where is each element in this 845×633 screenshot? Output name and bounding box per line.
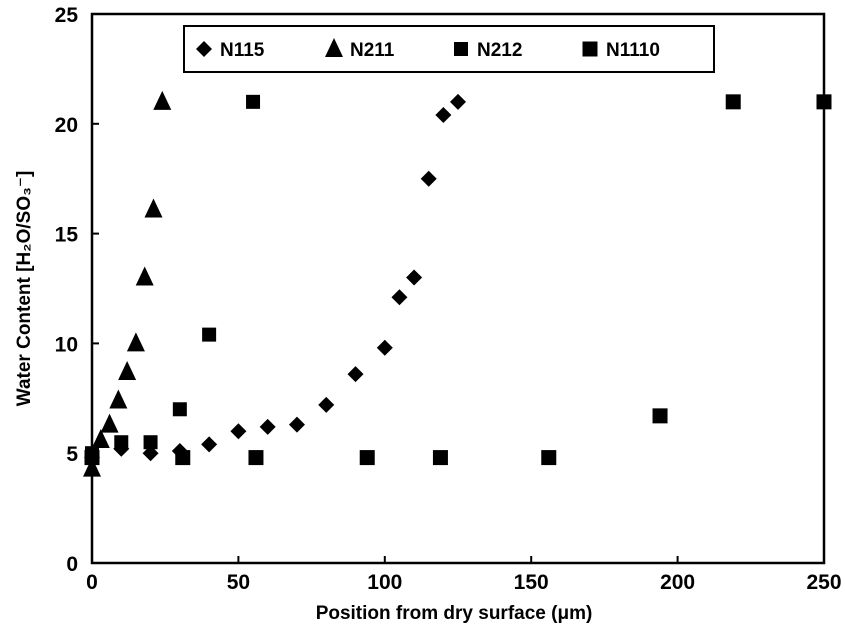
- x-tick-label: 0: [86, 571, 98, 594]
- legend-box: [183, 25, 715, 73]
- x-tick-label: 100: [367, 571, 402, 594]
- data-point-n1110: [432, 450, 448, 466]
- data-point-n211: [83, 457, 101, 477]
- data-point-n212: [114, 435, 129, 450]
- data-point-n115: [420, 170, 437, 187]
- y-tick-label: 15: [55, 224, 79, 247]
- data-point-n1110: [84, 450, 100, 466]
- legend-label-n212: N212: [477, 40, 522, 61]
- data-point-n115: [230, 423, 247, 440]
- y-tick-label: 5: [66, 443, 78, 466]
- legend-marker-n115: [196, 41, 212, 57]
- data-point-n115: [201, 436, 218, 453]
- legend: N115 N211 N212 N1110: [183, 25, 715, 73]
- legend-marker-n212: [454, 42, 468, 56]
- data-point-n211: [100, 413, 119, 433]
- legend-label-n115: N115: [220, 40, 265, 61]
- y-tick-label: 10: [55, 333, 78, 356]
- legend-label-n1110: N1110: [606, 40, 660, 61]
- x-tick-label: 250: [806, 571, 841, 594]
- x-axis-title: Position from dry surface (μm): [316, 603, 593, 624]
- data-point-n115: [406, 269, 423, 286]
- data-point-n115: [391, 289, 408, 306]
- legend-marker-n1110: [582, 41, 598, 57]
- data-point-n115: [435, 107, 452, 124]
- legend-label-n211: N211: [350, 40, 395, 61]
- data-point-n212: [172, 402, 187, 417]
- data-point-n211: [153, 90, 172, 110]
- x-tick-label: 200: [660, 571, 695, 594]
- data-point-n211: [91, 429, 110, 449]
- legend-marker-n211: [325, 38, 343, 57]
- data-point-n115: [450, 93, 466, 110]
- data-point-n1110: [248, 450, 264, 466]
- data-point-n211: [126, 332, 145, 352]
- x-tick-label: 50: [227, 571, 250, 594]
- x-axis-ticks: 0 50 100 150 200 250: [86, 556, 842, 594]
- data-point-n212: [202, 327, 217, 342]
- data-point-n1110: [541, 450, 557, 466]
- data-point-n212: [246, 94, 261, 109]
- data-point-n115: [347, 366, 364, 383]
- y-axis-title: Water Content [H₂O/SO₃⁻]: [14, 171, 35, 407]
- data-point-n211: [135, 266, 154, 286]
- data-point-n212: [143, 435, 158, 450]
- data-point-n115: [259, 418, 276, 435]
- plot-area-frame: [90, 12, 826, 565]
- data-point-n115: [288, 416, 305, 433]
- y-tick-label: 25: [55, 4, 79, 27]
- data-point-n1110: [175, 450, 191, 466]
- y-tick-label: 20: [55, 114, 78, 137]
- data-point-n1110: [359, 450, 375, 466]
- data-point-n115: [318, 396, 335, 413]
- data-point-n211: [118, 360, 137, 380]
- series-n1110: [84, 94, 832, 466]
- data-point-n1110: [652, 408, 668, 424]
- data-point-n1110: [725, 94, 741, 110]
- y-tick-label: 0: [66, 553, 78, 576]
- data-point-n211: [144, 198, 163, 218]
- data-point-n211: [109, 389, 128, 409]
- data-point-n1110: [816, 94, 832, 110]
- data-points: [83, 90, 832, 477]
- data-point-n115: [376, 339, 393, 356]
- x-tick-label: 150: [514, 571, 549, 594]
- series-n211: [83, 90, 172, 477]
